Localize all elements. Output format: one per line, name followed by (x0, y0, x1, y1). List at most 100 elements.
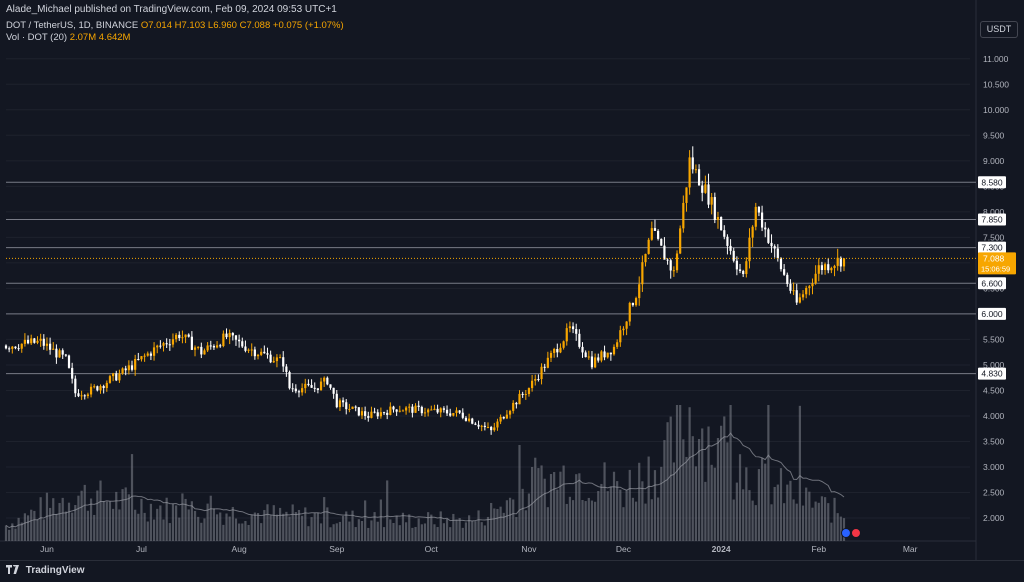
candle-body (575, 329, 578, 334)
candle-body (776, 248, 779, 259)
candle-body (801, 294, 805, 298)
volume-bar (502, 512, 505, 541)
volume-bar (184, 498, 187, 541)
volume-bar (757, 469, 761, 541)
candle-body (55, 348, 58, 358)
level-label-bg (978, 213, 1006, 226)
change-value: +0.075 (+1.07%) (272, 20, 344, 31)
candle-body (96, 386, 99, 391)
volume-bar (411, 527, 414, 541)
candle-body (675, 253, 679, 271)
volume-bar (382, 527, 386, 541)
volume-bar (360, 520, 364, 541)
candle-body (8, 348, 11, 350)
volume-bar (152, 519, 156, 541)
footer-bar: TradingView (0, 560, 1024, 582)
volume-bar (660, 466, 663, 541)
level-label-bg (978, 307, 1006, 320)
candle-body (225, 333, 228, 338)
candle-body (389, 406, 392, 415)
candle-body (789, 283, 792, 291)
volume-bar (688, 407, 691, 541)
currency-button[interactable]: USDT (980, 21, 1018, 38)
candle-body (496, 421, 499, 428)
volume-bar (452, 513, 455, 541)
candle-body (814, 273, 817, 284)
candle-body (738, 269, 742, 272)
candle-body (178, 334, 181, 339)
volume-bar (836, 513, 839, 541)
candle-body (565, 328, 568, 342)
candle-body (401, 410, 405, 412)
volume-bar (666, 422, 669, 541)
volume-ma-line (5, 432, 845, 529)
volume-bar (672, 462, 675, 541)
close-value: C7.088 (239, 20, 271, 31)
volume-bar (272, 505, 275, 541)
candle-body (691, 157, 694, 170)
candle-body (600, 351, 603, 361)
candle-body (297, 391, 301, 393)
candle-body (449, 413, 452, 416)
candle-body (382, 412, 386, 414)
volume-bar (792, 499, 795, 541)
volume-bar (625, 490, 628, 541)
volume-bar (767, 405, 770, 541)
candle-body (360, 411, 364, 416)
candle-body (581, 346, 584, 353)
candle-body (839, 257, 842, 267)
volume-bar (427, 512, 430, 541)
x-tick-label: Oct (425, 544, 439, 554)
volume-bar (212, 508, 216, 541)
candle-body (486, 426, 490, 428)
volume-bar (326, 507, 329, 541)
candle-body (779, 258, 783, 270)
candle-body (534, 379, 537, 381)
tradingview-logo[interactable]: TradingView (6, 565, 85, 576)
candle-body (723, 230, 726, 237)
volume-bar (33, 510, 36, 541)
candle-body (108, 376, 112, 383)
level-label: 7.850 (981, 215, 1003, 225)
volume-bar (367, 527, 370, 541)
volume-bar (786, 484, 789, 541)
price-chart[interactable]: 11.00010.50010.0009.5009.0008.5008.0007.… (0, 0, 1024, 560)
candle-body (653, 228, 657, 231)
volume-bar (820, 496, 824, 541)
candle-body (165, 343, 168, 345)
candle-body (732, 250, 735, 261)
candle-body (20, 343, 23, 349)
candle-body (559, 347, 562, 353)
volume-bar (269, 515, 272, 541)
y-tick-label: 2.000 (983, 513, 1005, 523)
candle-body (146, 353, 149, 356)
volume-bar (52, 498, 55, 541)
volume-bar (694, 466, 698, 541)
candle-body (152, 347, 156, 356)
candle-body (33, 338, 36, 343)
volume-bar (549, 474, 553, 541)
volume-bar (297, 509, 301, 541)
candle-body (499, 416, 502, 422)
volume-bar (581, 499, 584, 541)
candle-body (808, 286, 811, 289)
volume-bar (222, 524, 225, 541)
volume-bar (234, 518, 238, 541)
candle-body (597, 357, 600, 361)
volume-bar (247, 524, 250, 541)
volume-bar (430, 514, 433, 541)
candle-body (461, 412, 464, 418)
volume-bar (515, 517, 518, 541)
volume-bar (30, 509, 33, 541)
candle-body (250, 349, 253, 351)
candle-body (830, 268, 833, 271)
candle-body (471, 418, 474, 424)
candle-body (609, 352, 612, 355)
volume-bar (36, 519, 39, 541)
volume-bar (49, 507, 52, 541)
candle-body (175, 334, 178, 340)
volume-bar (74, 504, 77, 541)
candle-body (666, 259, 669, 261)
candle-body (316, 388, 319, 390)
candle-body (817, 265, 820, 274)
